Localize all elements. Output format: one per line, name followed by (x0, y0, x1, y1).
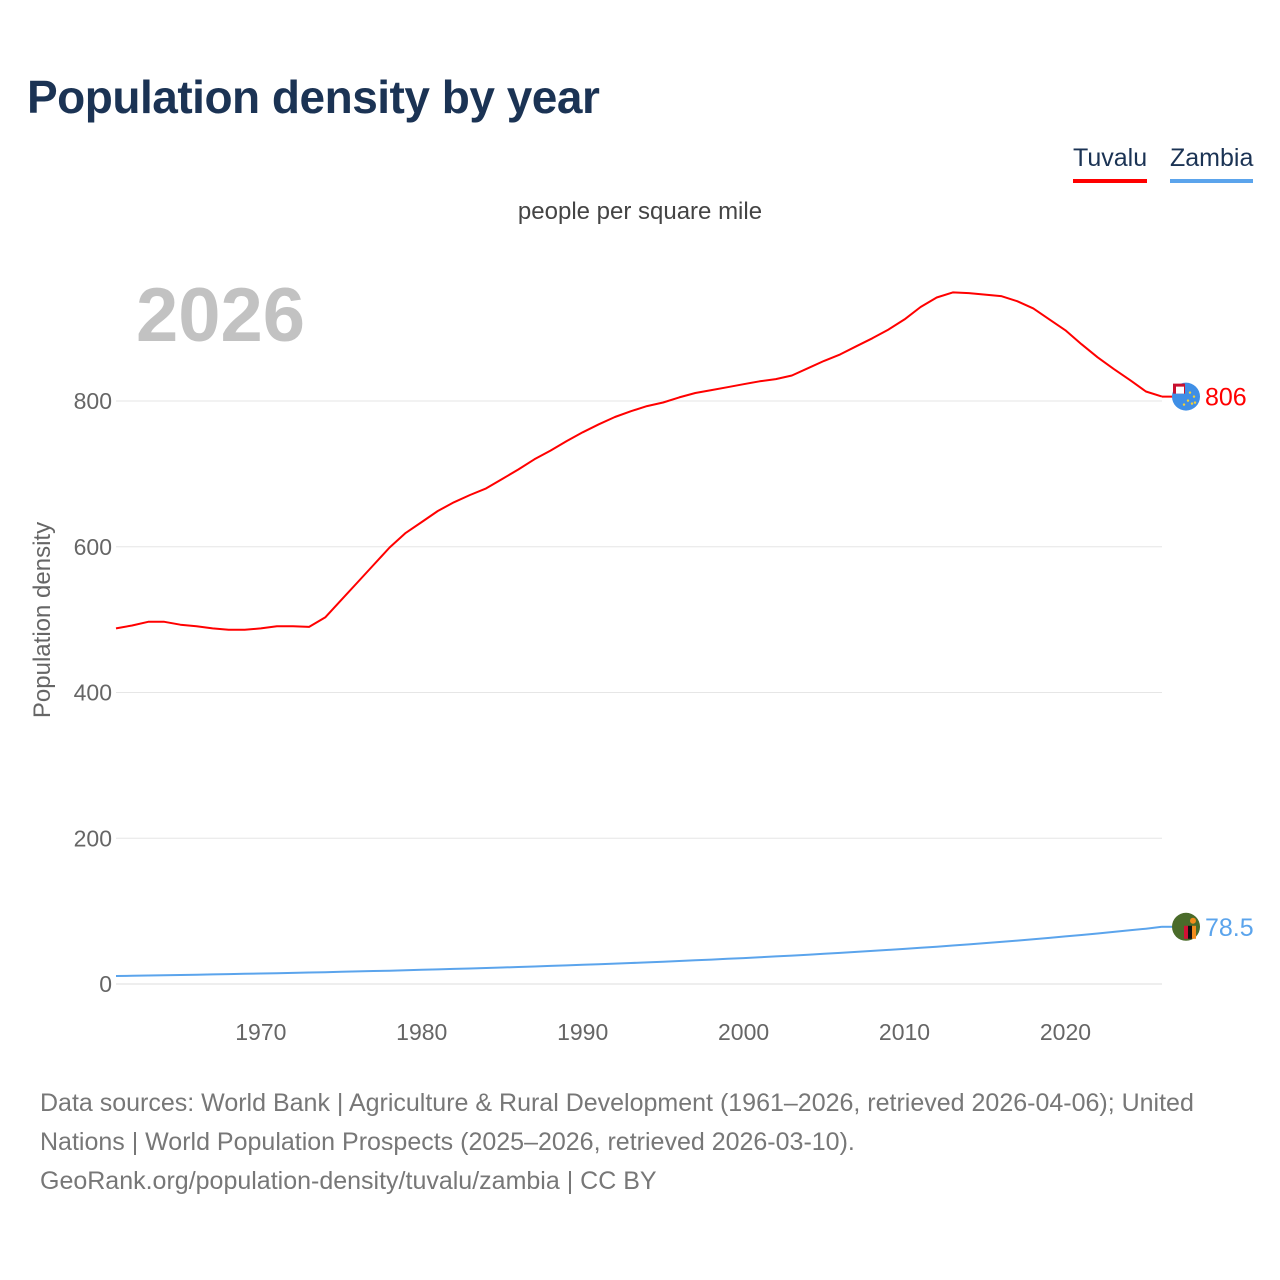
year-watermark: 2026 (136, 273, 306, 358)
x-tick-label: 2010 (879, 1019, 930, 1045)
end-value-label-zambia: 78.5 (1205, 914, 1254, 942)
x-tick-label: 1980 (396, 1019, 447, 1045)
legend-item-tuvalu[interactable]: Tuvalu (1073, 144, 1148, 183)
flag-icon-zambia (1172, 912, 1200, 941)
chart-subtitle: people per square mile (517, 198, 763, 225)
x-tick-label: 2020 (1040, 1019, 1091, 1045)
series-line-zambia (115, 925, 1163, 977)
x-tick-label: 2000 (718, 1019, 769, 1045)
y-tick-label: 200 (74, 825, 112, 851)
x-tick-label: 1990 (557, 1019, 608, 1045)
source-link[interactable]: GeoRank.org/population-density/tuvalu/za… (40, 1167, 657, 1195)
page-title: Population density by year (27, 71, 600, 123)
y-tick-label: 400 (74, 680, 112, 706)
y-tick-label: 800 (74, 388, 112, 414)
flag-icon-tuvalu (1172, 382, 1200, 411)
series-line-tuvalu (115, 291, 1163, 631)
y-tick-label: 600 (74, 534, 112, 560)
end-value-label-tuvalu: 806 (1205, 384, 1247, 412)
x-tick-label: 1970 (235, 1019, 286, 1045)
footer: Data sources: World Bank | Agriculture &… (40, 1084, 1250, 1201)
legend-item-zambia[interactable]: Zambia (1170, 144, 1254, 183)
data-sources: Data sources: World Bank | Agriculture &… (40, 1089, 1194, 1156)
y-tick-label: 0 (99, 971, 112, 997)
